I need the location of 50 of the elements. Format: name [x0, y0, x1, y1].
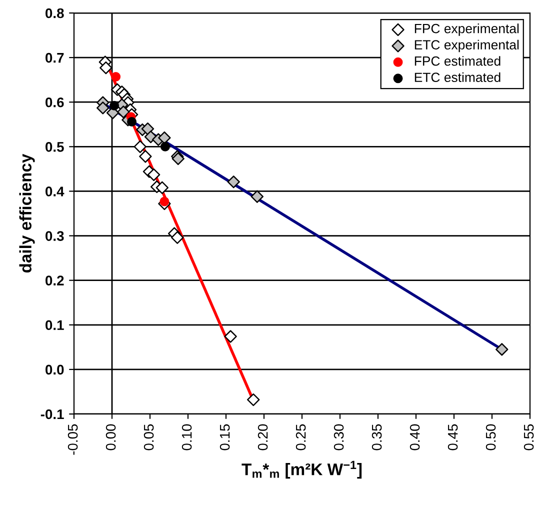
legend-label: ETC estimated	[414, 72, 500, 82]
legend-label: ETC experimental	[414, 40, 519, 52]
point	[100, 61, 112, 74]
x-tick-label: 0.50	[486, 424, 496, 450]
x-tick-label: 0.10	[182, 424, 192, 450]
point	[247, 393, 260, 406]
x-tick-label: 0.00	[106, 424, 116, 450]
x-tick-label: 0.15	[220, 424, 230, 450]
point	[96, 102, 110, 114]
point	[147, 168, 160, 182]
point	[111, 72, 121, 82]
y-tick-label: 0.3	[46, 231, 64, 241]
y-tick-label: 0.8	[46, 8, 64, 18]
y-axis-title: daily efficiency	[19, 154, 35, 273]
point	[224, 330, 237, 343]
y-tick-label: -0.1	[40, 409, 64, 420]
y-tick-label: 0.2	[46, 276, 64, 286]
x-tick-label: 0.35	[372, 424, 382, 450]
legend-label: FPC experimental	[414, 24, 519, 36]
point	[139, 150, 152, 163]
point	[158, 131, 171, 144]
x-tick-label: -0.05	[68, 424, 78, 455]
y-tick-label: 0.5	[46, 142, 64, 152]
x-tick-label: 0.20	[258, 424, 268, 450]
x-tick-label: 0.45	[448, 424, 458, 450]
y-tick-label: 0.6	[46, 97, 64, 108]
y-tick-label: 0.1	[46, 320, 64, 330]
point	[127, 116, 137, 126]
point	[227, 176, 240, 188]
point	[117, 106, 130, 118]
y-tick-label: 0.4	[46, 186, 64, 196]
point	[250, 190, 264, 203]
point	[160, 196, 170, 206]
point	[156, 181, 169, 194]
y-tick-label: 0.0	[46, 364, 64, 375]
point	[160, 142, 170, 152]
x-tick-label: 0.55	[524, 424, 534, 450]
legend-label: FPC estimated	[414, 56, 500, 66]
point	[134, 140, 146, 154]
x-tick-label: 0.25	[296, 424, 306, 450]
x-tick-label: 0.40	[410, 424, 420, 450]
point	[141, 122, 154, 136]
point	[496, 343, 508, 356]
point	[171, 231, 184, 244]
x-tick-label: 0.05	[144, 424, 154, 450]
x-axis-title: T$_{m}$*$_{m}$ [m²K W$^{−1}$]	[242, 460, 362, 479]
point	[172, 152, 184, 166]
y-tick-label: 0.7	[46, 52, 64, 63]
point	[110, 100, 120, 110]
x-tick-label: 0.30	[334, 424, 344, 450]
